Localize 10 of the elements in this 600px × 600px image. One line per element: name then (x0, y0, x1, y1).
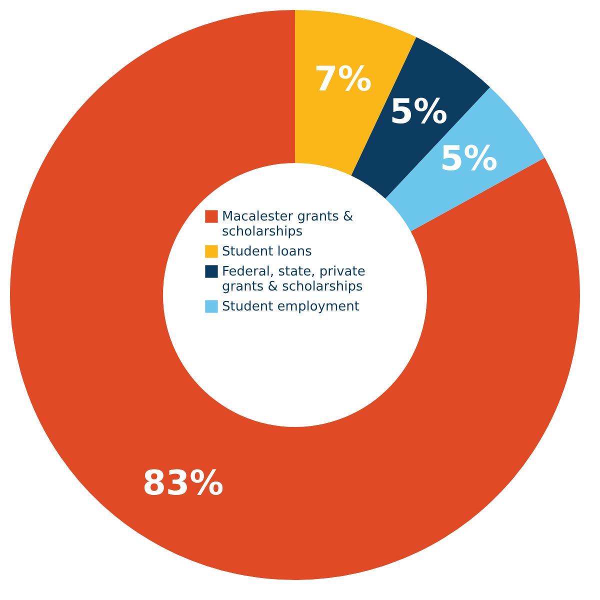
data-label: 7% (314, 59, 372, 100)
data-label: 5% (390, 92, 448, 132)
legend-label: Macalester grants & scholarships (222, 210, 354, 240)
data-label: 83% (142, 463, 224, 504)
legend-label: Student employment (222, 300, 360, 314)
legend-label: Student loans (222, 244, 312, 260)
data-label: 5% (440, 139, 498, 180)
donut-slice (385, 87, 545, 232)
donut-slice (10, 10, 580, 580)
legend-label: Federal, state, private grants & scholarships (222, 264, 366, 294)
